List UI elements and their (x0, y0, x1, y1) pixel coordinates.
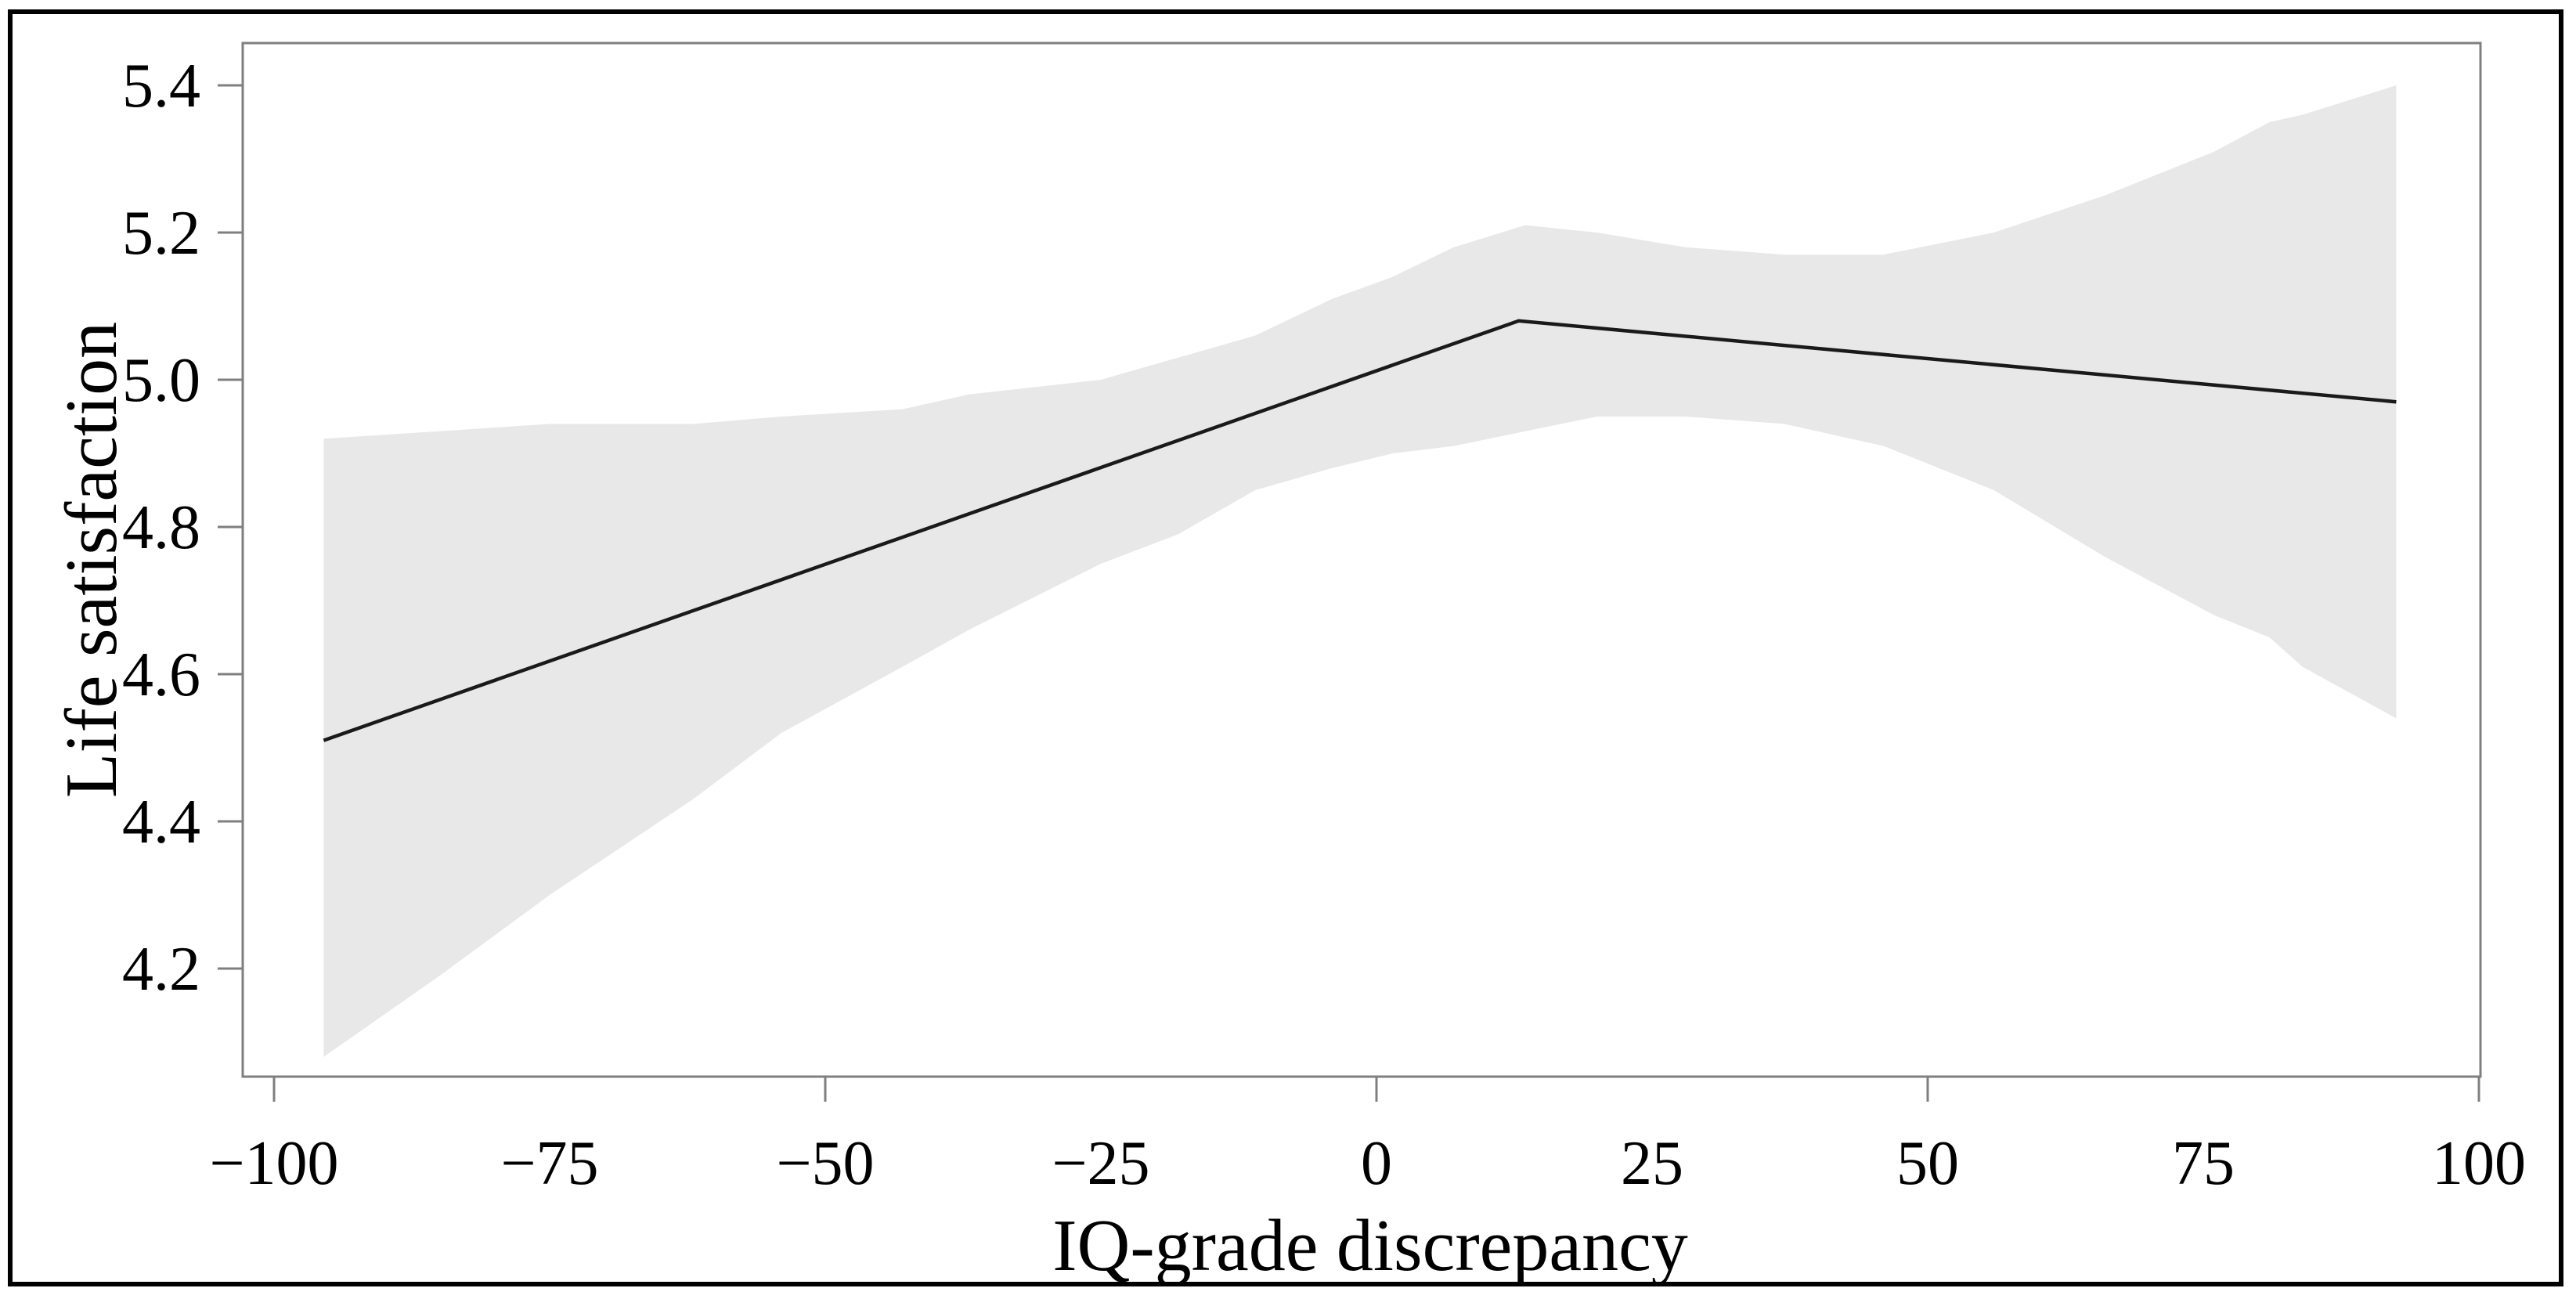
x-tick-label: −100 (209, 1129, 338, 1198)
y-tick-label: 5.4 (122, 52, 200, 121)
x-axis-title: IQ-grade discrepancy (1052, 1205, 1688, 1286)
fitted-line (323, 319, 2397, 742)
x-tick-label: −75 (500, 1129, 598, 1198)
x-tick-label: −25 (1052, 1129, 1149, 1198)
y-tick-label: 5.0 (122, 346, 200, 415)
y-tick-label: 4.4 (122, 788, 200, 857)
x-tick-label: 50 (1896, 1129, 1959, 1198)
x-tick-label: 25 (1621, 1129, 1683, 1198)
y-tick-label: 4.2 (122, 935, 200, 1004)
y-tick-label: 4.8 (122, 493, 200, 562)
x-tick-label: 75 (2172, 1129, 2235, 1198)
x-tick-label: 100 (2432, 1129, 2526, 1198)
plot-panel (241, 41, 2482, 1078)
confidence-band (323, 85, 2397, 1057)
x-tick-label: −50 (776, 1129, 874, 1198)
y-tick-label: 4.6 (122, 640, 200, 709)
y-tick-label: 5.2 (122, 199, 200, 268)
y-axis-title: Life satisfaction (51, 322, 132, 798)
x-tick-label: 0 (1361, 1129, 1392, 1198)
